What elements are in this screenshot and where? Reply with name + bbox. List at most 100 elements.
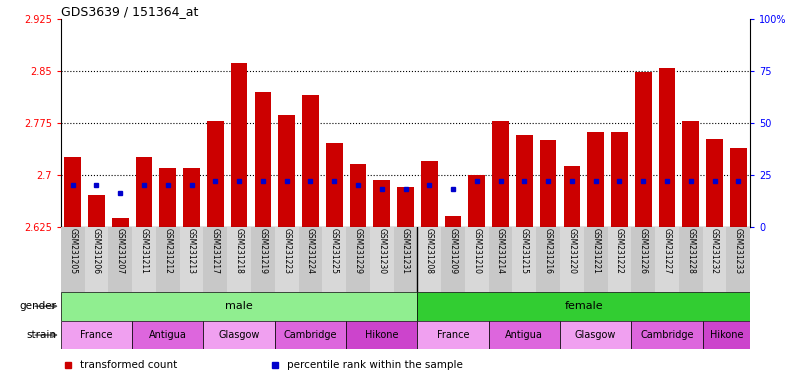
Bar [418,292,750,321]
Text: GSM231228: GSM231228 [686,228,695,274]
Bar [231,63,247,227]
Bar [421,161,438,227]
Bar [278,115,295,227]
Text: GSM231220: GSM231220 [568,228,577,274]
Text: Cambridge: Cambridge [284,330,337,340]
Text: strain: strain [27,330,57,340]
Text: transformed count: transformed count [80,360,178,370]
Bar [682,121,699,227]
Bar [84,227,109,292]
Bar [655,227,679,292]
Bar [183,168,200,227]
Bar [444,216,461,227]
Bar [112,218,129,227]
Bar [611,132,628,227]
Text: GSM231211: GSM231211 [139,228,148,274]
Text: Hikone: Hikone [710,330,743,340]
Bar [469,175,485,227]
Text: Glasgow: Glasgow [575,330,616,340]
Bar [397,187,414,227]
Bar [489,227,513,292]
Text: France: France [80,330,113,340]
Bar [64,157,81,227]
Bar [156,227,180,292]
Bar [607,227,631,292]
Text: GSM231233: GSM231233 [734,228,743,274]
Text: GSM231206: GSM231206 [92,228,101,274]
Bar [322,227,346,292]
Text: GSM231225: GSM231225 [330,228,339,274]
Text: GSM231212: GSM231212 [163,228,172,274]
Text: France: France [437,330,470,340]
Text: GSM231210: GSM231210 [472,228,481,274]
Bar [418,227,441,292]
Text: GSM231230: GSM231230 [377,228,386,274]
Text: GSM231207: GSM231207 [116,228,125,274]
Text: GSM231214: GSM231214 [496,228,505,274]
Text: GSM231215: GSM231215 [520,228,529,274]
Bar [584,227,607,292]
Bar [135,157,152,227]
Bar [132,321,204,349]
Bar [350,164,367,227]
Text: GSM231217: GSM231217 [211,228,220,274]
Bar [255,92,271,227]
Bar [132,227,156,292]
Bar [465,227,489,292]
Text: percentile rank within the sample: percentile rank within the sample [287,360,463,370]
Bar [560,321,631,349]
Text: Cambridge: Cambridge [640,330,693,340]
Bar [441,227,465,292]
Text: GSM231223: GSM231223 [282,228,291,274]
Bar [160,168,176,227]
Bar [560,227,584,292]
Bar [393,227,418,292]
Text: Hikone: Hikone [365,330,398,340]
Text: GSM231209: GSM231209 [448,228,457,274]
Text: GSM231231: GSM231231 [401,228,410,274]
Text: GDS3639 / 151364_at: GDS3639 / 151364_at [61,5,198,18]
Bar [61,321,132,349]
Bar [298,227,322,292]
Bar [679,227,702,292]
Text: Antigua: Antigua [505,330,543,340]
Text: Glasgow: Glasgow [218,330,260,340]
Bar [275,321,346,349]
Bar [587,132,604,227]
Bar [204,227,227,292]
Text: GSM231222: GSM231222 [615,228,624,274]
Text: GSM231232: GSM231232 [710,228,719,274]
Text: GSM231221: GSM231221 [591,228,600,274]
Bar [730,149,747,227]
Text: GSM231219: GSM231219 [259,228,268,274]
Text: female: female [564,301,603,311]
Text: GSM231227: GSM231227 [663,228,672,274]
Bar [727,227,750,292]
Text: Antigua: Antigua [149,330,187,340]
Bar [326,143,342,227]
Bar [706,139,723,227]
Text: GSM231229: GSM231229 [354,228,363,274]
Text: GSM231208: GSM231208 [425,228,434,274]
Bar [418,321,489,349]
Bar [109,227,132,292]
Bar [61,227,84,292]
Text: male: male [225,301,253,311]
Bar [207,121,224,227]
Text: GSM231218: GSM231218 [234,228,243,274]
Bar [702,227,727,292]
Text: GSM231216: GSM231216 [543,228,552,274]
Bar [346,227,370,292]
Bar [659,68,676,227]
Bar [227,227,251,292]
Bar [61,292,418,321]
Bar [540,140,556,227]
Text: GSM231224: GSM231224 [306,228,315,274]
Bar [513,227,536,292]
Bar [88,195,105,227]
Bar [536,227,560,292]
Text: gender: gender [19,301,57,311]
Text: GSM231226: GSM231226 [639,228,648,274]
Text: GSM231213: GSM231213 [187,228,196,274]
Bar [275,227,298,292]
